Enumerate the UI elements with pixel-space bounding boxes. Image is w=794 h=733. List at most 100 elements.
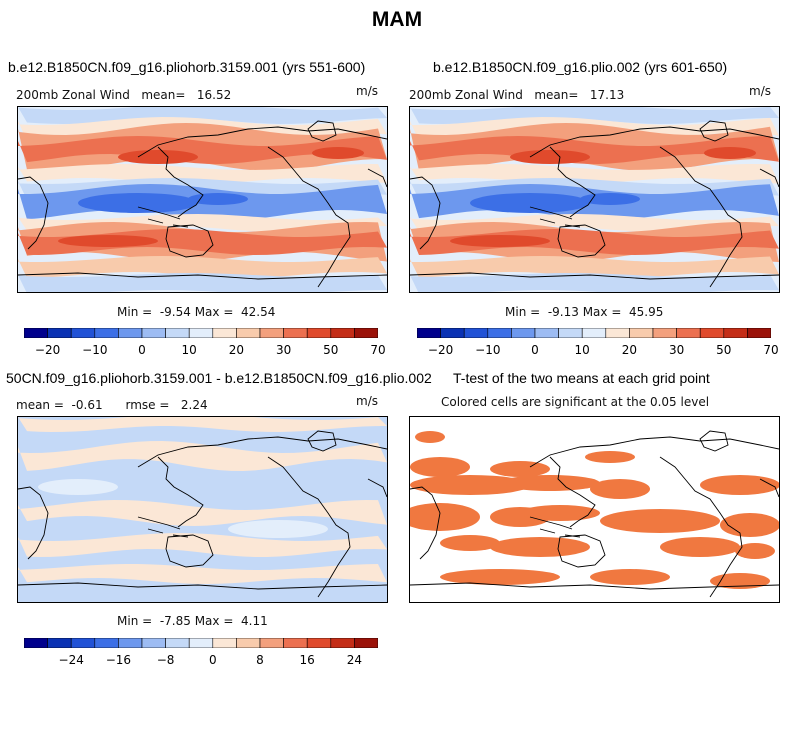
coastline-segment xyxy=(18,486,49,560)
diff-region xyxy=(228,520,328,538)
colorbar-swatch xyxy=(259,327,284,339)
coastline-segment xyxy=(307,430,337,452)
field-band xyxy=(410,136,779,164)
colorbar-swatch xyxy=(94,637,119,649)
coastline-segment xyxy=(759,478,779,498)
colorbar-swatch xyxy=(629,327,654,339)
field-band xyxy=(18,564,387,584)
panel-4-subtitle: Colored cells are significant at the 0.0… xyxy=(441,395,710,409)
colorbar-swatch xyxy=(47,327,72,339)
panel-3-mean-label: mean = xyxy=(16,398,64,412)
colorbar-swatch xyxy=(534,327,559,339)
panel-2-variable: 200mb Zonal Wind xyxy=(409,88,523,102)
colorbar-swatch xyxy=(354,327,379,339)
colorbar-swatch xyxy=(652,327,677,339)
colorbar-tick-label: 70 xyxy=(763,343,779,357)
panel-1-variable: 200mb Zonal Wind xyxy=(16,88,130,102)
colorbar-swatch xyxy=(212,327,237,339)
field-band xyxy=(18,256,387,278)
panel-3-map xyxy=(17,416,388,603)
panel-1-units: m/s xyxy=(356,84,378,98)
coastline-segment xyxy=(137,126,387,158)
coastlines xyxy=(18,430,387,598)
panel-3-title: 50CN.f09_g16.pliohorb.3159.001 - b.e12.B… xyxy=(6,370,432,386)
coastline-segment xyxy=(529,436,779,468)
coastline-segment xyxy=(699,120,729,142)
coastline-segment xyxy=(410,486,441,560)
panel-2-stats: 200mb Zonal Wind mean= 17.13 xyxy=(409,88,624,102)
colorbar-swatch xyxy=(440,327,465,339)
coastline-segment xyxy=(699,430,729,452)
colorbar-swatch xyxy=(165,637,190,649)
significant-region xyxy=(500,475,600,491)
easterly-core xyxy=(188,193,248,205)
panel-1-min-value: -9.54 xyxy=(159,305,191,319)
significant-region xyxy=(700,475,779,495)
colorbar-tick-label: 20 xyxy=(228,343,245,357)
panel-2-max-value: 45.95 xyxy=(629,305,664,319)
colorbar-swatch xyxy=(699,327,725,339)
colorbar-tick-label: 16 xyxy=(299,653,315,667)
colorbar-swatch xyxy=(283,637,308,649)
colorbar-swatch xyxy=(118,327,143,339)
panel-3-max-value: 4.11 xyxy=(241,614,268,628)
coastline-segment xyxy=(549,456,596,528)
coastline-segment xyxy=(165,224,214,258)
colorbar-tick-label: 0 xyxy=(531,343,539,357)
jet-core xyxy=(312,147,364,159)
coastline-segment xyxy=(18,176,49,250)
coastline-segment xyxy=(659,456,743,598)
coastline-segment xyxy=(367,478,387,498)
field-band xyxy=(18,417,387,432)
colorbar-swatch xyxy=(354,637,379,649)
colorbar-tick-label: −16 xyxy=(105,653,132,667)
colorbar-swatch xyxy=(487,327,512,339)
panel-1-colorbar: −20 −10 0 10 20 30 50 70 xyxy=(23,325,386,357)
significant-region xyxy=(490,537,590,557)
colorbar-swatch xyxy=(330,327,355,339)
colorbar-swatch xyxy=(259,637,284,649)
colorbar-tick-label: 20 xyxy=(621,343,638,357)
panel-1-title: b.e12.B1850CN.f09_g16.pliohorb.3159.001 … xyxy=(8,59,366,75)
panel-1-minmax: Min = -9.54 Max = 42.54 xyxy=(117,305,275,319)
panel-3-mean-value: -0.61 xyxy=(71,398,103,412)
colorbar-tick-label: 70 xyxy=(370,343,386,357)
significant-region xyxy=(585,451,635,463)
coastline-segment xyxy=(18,582,387,590)
significant-region xyxy=(660,537,740,557)
panel-4-title: T-test of the two means at each grid poi… xyxy=(453,370,710,386)
colorbar-swatch xyxy=(141,327,166,339)
significant-region xyxy=(710,573,770,589)
colorbar-swatch xyxy=(70,327,96,339)
coastline-segment xyxy=(529,126,779,158)
colorbar-swatch xyxy=(511,327,536,339)
colorbar-swatch xyxy=(70,637,96,649)
significant-region xyxy=(590,569,670,585)
significant-region xyxy=(410,457,470,477)
colorbar-tick-label: −10 xyxy=(475,343,501,357)
panel-3-min-label: Min = xyxy=(117,614,153,628)
panel-1-max-value: 42.54 xyxy=(241,305,276,319)
significant-region xyxy=(440,535,500,551)
panel-1-min-label: Min = xyxy=(117,305,153,319)
panel-1-stats: 200mb Zonal Wind mean= 16.52 xyxy=(16,88,231,102)
field-band xyxy=(410,164,779,184)
significant-region xyxy=(490,461,550,477)
colorbar-tick-label: 8 xyxy=(256,653,264,667)
significant-region xyxy=(410,503,480,531)
coastline-segment xyxy=(410,582,779,590)
panel-1-mean-value: 16.52 xyxy=(196,88,232,102)
diff-region xyxy=(38,479,118,495)
colorbar-tick-label: 0 xyxy=(208,653,217,667)
jet-core xyxy=(704,147,756,159)
easterly-core xyxy=(580,193,640,205)
colorbar-tick-label: −8 xyxy=(156,653,175,667)
colorbar-swatch xyxy=(236,637,261,649)
significant-region xyxy=(735,543,775,559)
panel-3-rmse-value: 2.24 xyxy=(180,398,208,412)
colorbar-swatch xyxy=(165,327,190,339)
panel-1-mean-label: mean= xyxy=(141,88,186,102)
colorbar-tick-label: −20 xyxy=(427,343,454,357)
colorbar-tick-label: −20 xyxy=(34,343,61,357)
coastline-segment xyxy=(165,534,214,568)
